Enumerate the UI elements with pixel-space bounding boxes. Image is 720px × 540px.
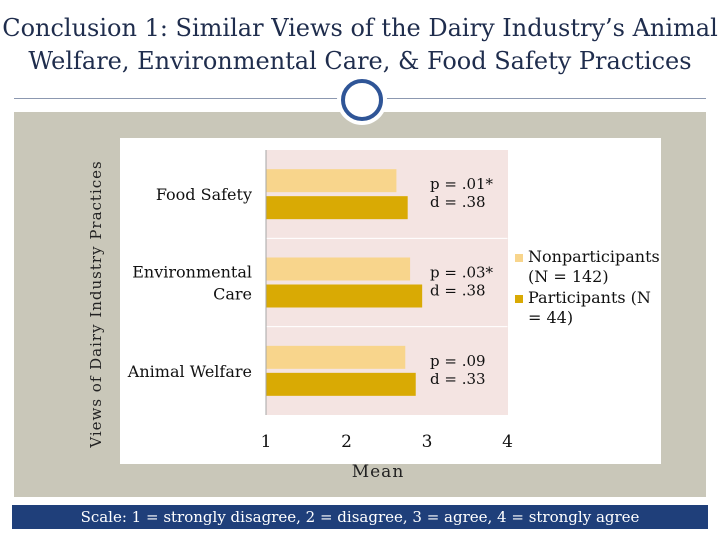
legend-label: Participants (N: [528, 288, 651, 307]
slide-title-line-2: Welfare, Environmental Care, & Food Safe…: [28, 47, 692, 75]
x-tick-label: 2: [341, 432, 352, 452]
legend-label: = 44): [528, 308, 573, 327]
x-tick-label: 4: [502, 432, 513, 452]
p-value-label: p = .01*: [430, 175, 494, 193]
legend-label: Nonparticipants: [528, 247, 660, 266]
scale-footer: Scale: 1 = strongly disagree, 2 = disagr…: [12, 505, 708, 529]
slide-title-line-1: Conclusion 1: Similar Views of the Dairy…: [2, 14, 718, 42]
category-label: Food Safety: [156, 185, 252, 204]
effect-size-label: d = .38: [430, 193, 486, 211]
effect-size-label: d = .38: [430, 282, 486, 300]
p-value-label: p = .03*: [430, 264, 494, 282]
bar: [266, 169, 397, 193]
effect-size-label: d = .33: [430, 370, 486, 388]
category-label: Animal Welfare: [127, 362, 252, 381]
bar: [266, 345, 406, 369]
y-axis-label: Views of Dairy Industry Practices: [87, 160, 105, 448]
slide-title: Conclusion 1: Similar Views of the Dairy…: [0, 12, 720, 78]
x-tick-label: 3: [422, 432, 433, 452]
legend-swatch: [515, 295, 523, 303]
plot-background: [266, 150, 508, 415]
category-label: Environmental: [132, 263, 252, 282]
bar: [266, 372, 416, 396]
category-label: Care: [213, 285, 252, 304]
legend-swatch: [515, 254, 523, 262]
bar: [266, 257, 411, 281]
x-axis-label: Mean: [352, 462, 405, 482]
circle-ornament-icon: [341, 79, 383, 121]
legend-label: (N = 142): [528, 267, 609, 286]
p-value-label: p = .09: [430, 352, 486, 370]
bar: [266, 196, 408, 220]
bar: [266, 284, 423, 308]
x-tick-label: 1: [261, 432, 272, 452]
